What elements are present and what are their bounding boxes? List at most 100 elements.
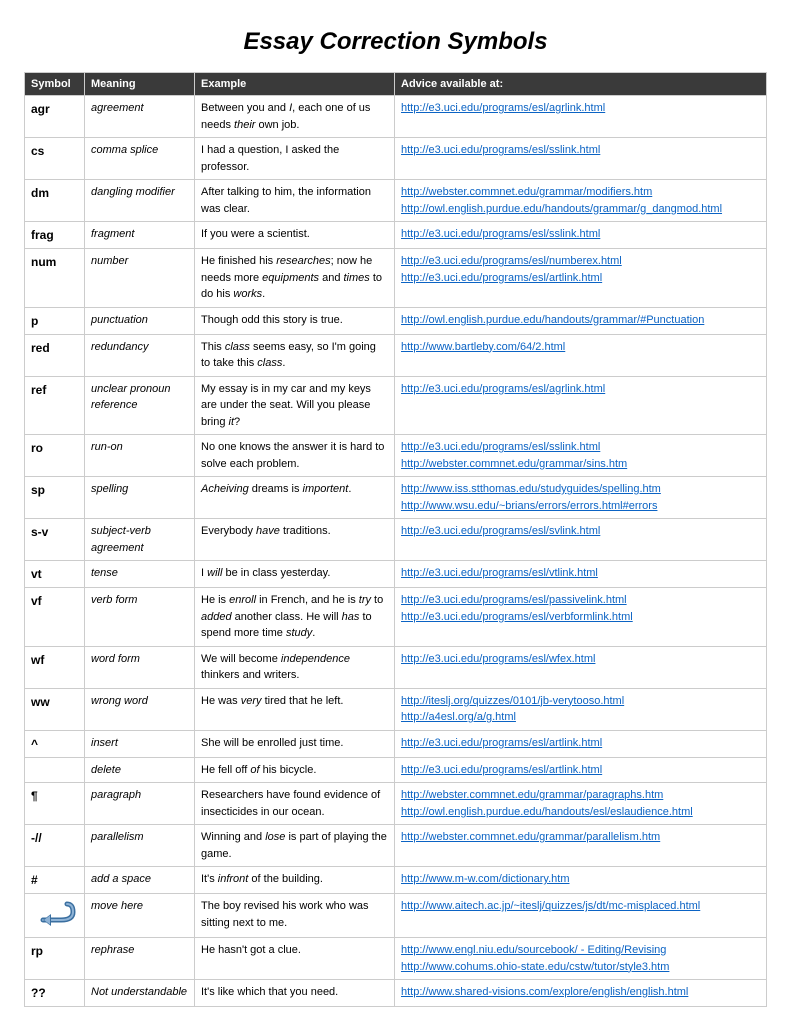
cell-symbol: ¶: [25, 783, 85, 825]
advice-link[interactable]: http://e3.uci.edu/programs/esl/passiveli…: [401, 592, 760, 609]
cell-symbol: agr: [25, 96, 85, 138]
advice-link[interactable]: http://webster.commnet.edu/grammar/modif…: [401, 184, 760, 201]
cell-advice: http://e3.uci.edu/programs/esl/numberex.…: [395, 249, 767, 308]
cell-example: He was very tired that he left.: [195, 688, 395, 730]
cell-example: No one knows the answer it is hard to so…: [195, 435, 395, 477]
table-row: dmdangling modifierAfter talking to him,…: [25, 180, 767, 222]
advice-link[interactable]: http://e3.uci.edu/programs/esl/agrlink.h…: [401, 381, 760, 398]
advice-link[interactable]: http://e3.uci.edu/programs/esl/verbforml…: [401, 609, 760, 626]
advice-link[interactable]: http://iteslj.org/quizzes/0101/jb-veryto…: [401, 693, 760, 710]
table-row: -//parallelismWinning and lose is part o…: [25, 825, 767, 867]
cell-advice: http://e3.uci.edu/programs/esl/passiveli…: [395, 588, 767, 647]
cell-example: Everybody have traditions.: [195, 519, 395, 561]
cell-symbol: dm: [25, 180, 85, 222]
advice-link[interactable]: http://webster.commnet.edu/grammar/parag…: [401, 787, 760, 804]
cell-meaning: fragment: [85, 222, 195, 249]
advice-link[interactable]: http://e3.uci.edu/programs/esl/sslink.ht…: [401, 142, 760, 159]
advice-link[interactable]: http://www.m-w.com/dictionary.htm: [401, 871, 760, 888]
cell-symbol: vf: [25, 588, 85, 647]
advice-link[interactable]: http://e3.uci.edu/programs/esl/artlink.h…: [401, 270, 760, 287]
cell-example: Though odd this story is true.: [195, 307, 395, 334]
cell-advice: http://e3.uci.edu/programs/esl/svlink.ht…: [395, 519, 767, 561]
advice-link[interactable]: http://e3.uci.edu/programs/esl/sslink.ht…: [401, 439, 760, 456]
advice-link[interactable]: http://webster.commnet.edu/grammar/paral…: [401, 829, 760, 846]
advice-link[interactable]: http://owl.english.purdue.edu/handouts/e…: [401, 804, 760, 821]
symbols-table: Symbol Meaning Example Advice available …: [24, 72, 767, 1007]
advice-link[interactable]: http://e3.uci.edu/programs/esl/artlink.h…: [401, 762, 760, 779]
cell-meaning: wrong word: [85, 688, 195, 730]
cell-symbol: [25, 757, 85, 783]
advice-link[interactable]: http://e3.uci.edu/programs/esl/vtlink.ht…: [401, 565, 760, 582]
cell-example: We will become independence thinkers and…: [195, 646, 395, 688]
cell-advice: http://e3.uci.edu/programs/esl/wfex.html: [395, 646, 767, 688]
cell-meaning: word form: [85, 646, 195, 688]
cell-advice: http://www.bartleby.com/64/2.html: [395, 334, 767, 376]
move-here-arrow-icon: [31, 898, 77, 928]
cell-meaning: unclear pronoun reference: [85, 376, 195, 435]
cell-meaning: move here: [85, 894, 195, 938]
advice-link[interactable]: http://a4esl.org/a/g.html: [401, 709, 760, 726]
advice-link[interactable]: http://www.iss.stthomas.edu/studyguides/…: [401, 481, 760, 498]
cell-example: I had a question, I asked the professor.: [195, 138, 395, 180]
cell-meaning: insert: [85, 730, 195, 757]
cell-meaning: parallelism: [85, 825, 195, 867]
table-row: ??Not understandableIt's like which that…: [25, 980, 767, 1007]
advice-link[interactable]: http://e3.uci.edu/programs/esl/agrlink.h…: [401, 100, 760, 117]
advice-link[interactable]: http://e3.uci.edu/programs/esl/numberex.…: [401, 253, 760, 270]
cell-advice: http://e3.uci.edu/programs/esl/artlink.h…: [395, 730, 767, 757]
advice-link[interactable]: http://webster.commnet.edu/grammar/sins.…: [401, 456, 760, 473]
cell-meaning: subject-verb agreement: [85, 519, 195, 561]
table-row: fragfragmentIf you were a scientist.http…: [25, 222, 767, 249]
cell-example: He fell off of his bicycle.: [195, 757, 395, 783]
cell-advice: http://e3.uci.edu/programs/esl/vtlink.ht…: [395, 561, 767, 588]
cell-advice: http://www.m-w.com/dictionary.htm: [395, 867, 767, 894]
cell-example: Winning and lose is part of playing the …: [195, 825, 395, 867]
cell-advice: http://webster.commnet.edu/grammar/parag…: [395, 783, 767, 825]
advice-link[interactable]: http://www.engl.niu.edu/sourcebook/ - Ed…: [401, 942, 760, 959]
table-row: wwwrong wordHe was very tired that he le…: [25, 688, 767, 730]
cell-example: Acheiving dreams is importent.: [195, 477, 395, 519]
table-row: ppunctuationThough odd this story is tru…: [25, 307, 767, 334]
advice-link[interactable]: http://www.wsu.edu/~brians/errors/errors…: [401, 498, 760, 515]
cell-symbol: rp: [25, 938, 85, 980]
cell-symbol: vt: [25, 561, 85, 588]
table-row: rorun-onNo one knows the answer it is ha…: [25, 435, 767, 477]
cell-advice: http://e3.uci.edu/programs/esl/artlink.h…: [395, 757, 767, 783]
table-row: numnumberHe finished his researches; now…: [25, 249, 767, 308]
cell-symbol: s-v: [25, 519, 85, 561]
advice-link[interactable]: http://e3.uci.edu/programs/esl/svlink.ht…: [401, 523, 760, 540]
cell-example: My essay is in my car and my keys are un…: [195, 376, 395, 435]
cell-meaning: spelling: [85, 477, 195, 519]
advice-link[interactable]: http://e3.uci.edu/programs/esl/sslink.ht…: [401, 226, 760, 243]
table-row: ¶paragraphResearchers have found evidenc…: [25, 783, 767, 825]
cell-symbol: ??: [25, 980, 85, 1007]
table-row: deleteHe fell off of his bicycle.http://…: [25, 757, 767, 783]
cell-example: She will be enrolled just time.: [195, 730, 395, 757]
cell-symbol: #: [25, 867, 85, 894]
cell-example: He is enroll in French, and he is try to…: [195, 588, 395, 647]
cell-advice: http://www.shared-visions.com/explore/en…: [395, 980, 767, 1007]
advice-link[interactable]: http://www.aitech.ac.jp/~iteslj/quizzes/…: [401, 898, 760, 915]
cell-symbol: num: [25, 249, 85, 308]
advice-link[interactable]: http://www.bartleby.com/64/2.html: [401, 339, 760, 356]
table-row: ^insertShe will be enrolled just time.ht…: [25, 730, 767, 757]
cell-symbol: ww: [25, 688, 85, 730]
advice-link[interactable]: http://e3.uci.edu/programs/esl/wfex.html: [401, 651, 760, 668]
cell-symbol: -//: [25, 825, 85, 867]
advice-link[interactable]: http://e3.uci.edu/programs/esl/artlink.h…: [401, 735, 760, 752]
advice-link[interactable]: http://owl.english.purdue.edu/handouts/g…: [401, 201, 760, 218]
cell-symbol: red: [25, 334, 85, 376]
cell-advice: http://e3.uci.edu/programs/esl/agrlink.h…: [395, 96, 767, 138]
advice-link[interactable]: http://owl.english.purdue.edu/handouts/g…: [401, 312, 760, 329]
table-header-row: Symbol Meaning Example Advice available …: [25, 73, 767, 96]
table-row: #add a spaceIt's infront of the building…: [25, 867, 767, 894]
table-row: wfword formWe will become independence t…: [25, 646, 767, 688]
cell-advice: http://www.aitech.ac.jp/~iteslj/quizzes/…: [395, 894, 767, 938]
cell-symbol: sp: [25, 477, 85, 519]
cell-example: It's like which that you need.: [195, 980, 395, 1007]
advice-link[interactable]: http://www.cohums.ohio-state.edu/cstw/tu…: [401, 959, 760, 976]
cell-meaning: add a space: [85, 867, 195, 894]
cell-meaning: agreement: [85, 96, 195, 138]
cell-meaning: Not understandable: [85, 980, 195, 1007]
advice-link[interactable]: http://www.shared-visions.com/explore/en…: [401, 984, 760, 1001]
